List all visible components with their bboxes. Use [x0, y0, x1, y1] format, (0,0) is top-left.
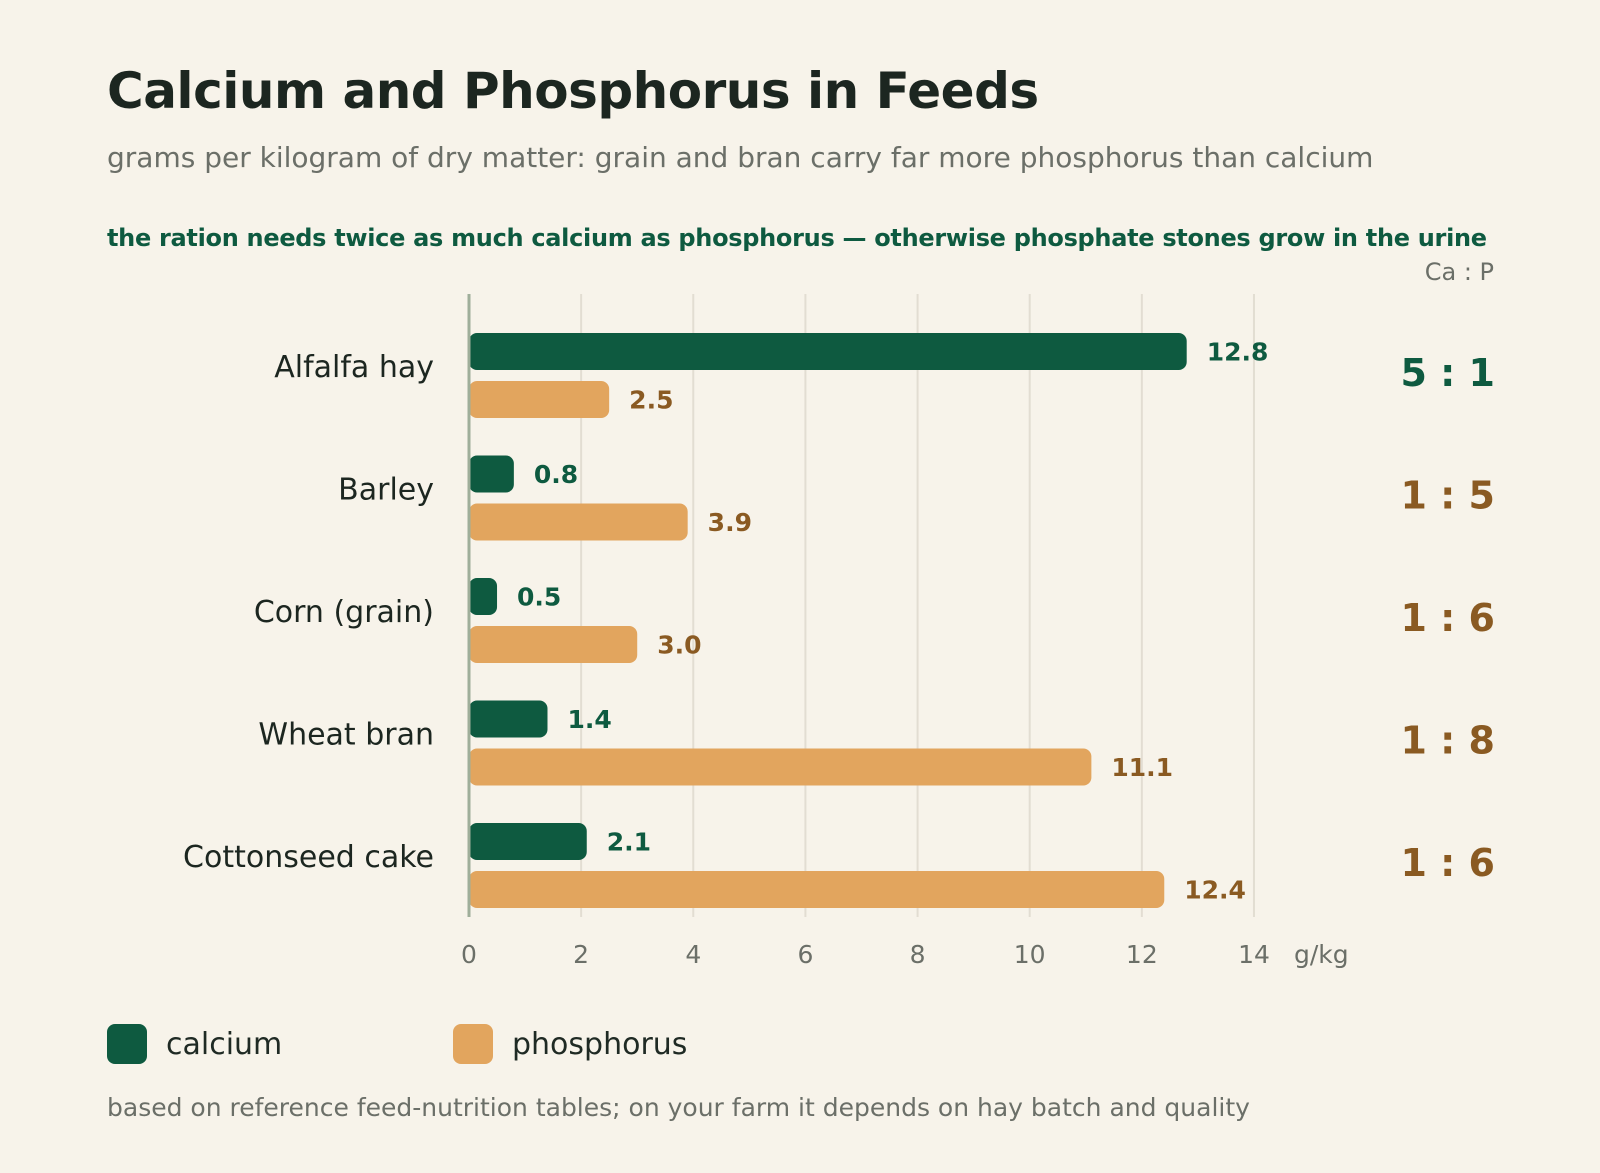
bar-phosphorus [469, 748, 1092, 786]
ratio-label: 1 : 6 [1400, 841, 1495, 885]
x-tick-label: 14 [1238, 940, 1270, 969]
x-tick-label: 0 [461, 940, 477, 969]
value-label-calcium: 1.4 [567, 705, 611, 734]
category-label: Cottonseed cake [183, 840, 434, 875]
x-tick-label: 4 [685, 940, 701, 969]
value-label-calcium: 12.8 [1207, 338, 1269, 367]
value-label-calcium: 0.5 [517, 583, 561, 612]
bar-phosphorus [469, 503, 688, 541]
x-tick-label: 8 [910, 940, 926, 969]
bar-calcium [469, 823, 587, 860]
ratio-label: 1 : 8 [1400, 719, 1495, 763]
ratio-label: 5 : 1 [1400, 351, 1495, 395]
x-tick-label: 6 [797, 940, 813, 969]
legend-item-calcium: calcium [107, 1024, 282, 1064]
x-tick-label: 10 [1014, 940, 1046, 969]
chart-annotation: the ration needs twice as much calcium a… [107, 224, 1487, 252]
legend-item-phosphorus: phosphorus [453, 1024, 687, 1064]
legend-swatch-calcium [107, 1024, 147, 1064]
value-label-phosphorus: 11.1 [1111, 753, 1173, 782]
footnote: based on reference feed-nutrition tables… [107, 1093, 1250, 1122]
bar-phosphorus [469, 871, 1165, 908]
x-tick-label: 12 [1126, 940, 1158, 969]
x-tick-label: 2 [573, 940, 589, 969]
ratio-label: 1 : 6 [1400, 596, 1495, 640]
bar-calcium [469, 455, 514, 493]
bar-phosphorus [469, 626, 638, 663]
bar-phosphorus [469, 381, 610, 418]
bar-calcium [469, 578, 498, 615]
category-label: Wheat bran [258, 718, 434, 753]
x-unit-label: g/kg [1294, 940, 1349, 969]
bar-chart: Alfalfa hay 12.8 2.5 5 : 1 Barley 0.8 3.9 1 : 5… [183, 258, 1495, 969]
bar-calcium [469, 700, 548, 738]
category-label: Barley [338, 473, 434, 508]
legend-label-phosphorus: phosphorus [512, 1026, 688, 1062]
chart-subtitle: grams per kilogram of dry matter: grain … [107, 141, 1374, 174]
legend-swatch-phosphorus [453, 1024, 493, 1064]
value-label-calcium: 0.8 [534, 460, 578, 489]
value-label-phosphorus: 12.4 [1184, 876, 1246, 905]
category-label: Corn (grain) [254, 595, 434, 630]
ratio-header: Ca : P [1425, 258, 1494, 286]
legend-label-calcium: calcium [166, 1026, 283, 1062]
chart-title: Calcium and Phosphorus in Feeds [107, 62, 1039, 120]
category-label: Alfalfa hay [274, 350, 434, 385]
value-label-phosphorus: 3.9 [708, 508, 752, 537]
value-label-phosphorus: 2.5 [629, 386, 673, 415]
ratio-label: 1 : 5 [1400, 474, 1495, 518]
value-label-calcium: 2.1 [607, 828, 651, 857]
bar-calcium [469, 333, 1187, 370]
value-label-phosphorus: 3.0 [657, 631, 701, 660]
